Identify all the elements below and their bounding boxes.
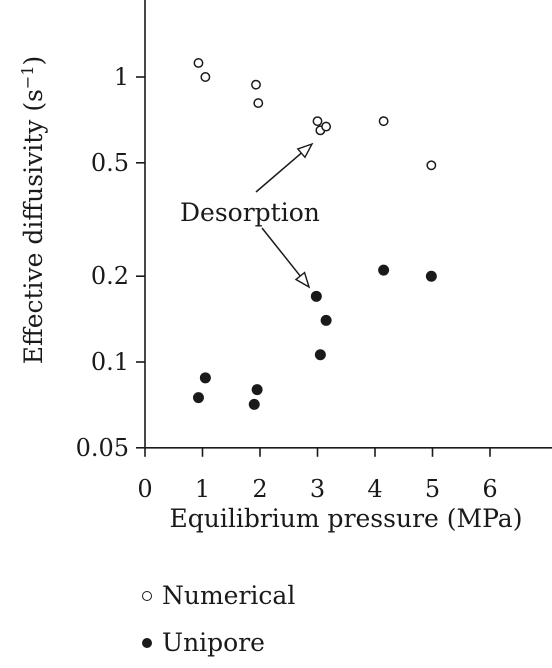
unipore-point xyxy=(314,349,326,361)
numerical-point xyxy=(378,116,389,127)
unipore-point xyxy=(425,270,437,282)
y-tick-label: 1 xyxy=(114,63,129,91)
unipore-point xyxy=(310,290,322,302)
y-axis-title-main: Effective diffusivity (s xyxy=(19,89,48,364)
x-tick-label: 5 xyxy=(425,475,440,503)
y-tick-label: 0.1 xyxy=(91,348,129,376)
x-tick-label: 0 xyxy=(137,475,152,503)
legend-label-numerical: Numerical xyxy=(162,581,296,610)
legend-label-unipore: Unipore xyxy=(162,628,265,657)
y-axis-title-sup: −1 xyxy=(18,65,37,89)
unipore-point xyxy=(320,314,332,326)
series-unipore xyxy=(192,264,437,410)
y-axis-title: Effective diffusivity (s−1) xyxy=(18,56,48,365)
numerical-point xyxy=(426,160,437,171)
y-tick-label: 0.05 xyxy=(76,434,129,462)
open-circle-icon xyxy=(142,590,152,601)
unipore-point xyxy=(251,384,263,396)
y-tick-label: 0.2 xyxy=(91,262,129,290)
desorption-annotation: Desorption xyxy=(180,198,320,227)
x-tick-label: 6 xyxy=(482,475,497,503)
filled-circle-icon xyxy=(142,637,152,648)
y-ticks: 0.05 0.1 0.2 0.5 1 xyxy=(76,63,145,462)
x-tick-label: 4 xyxy=(367,475,382,503)
x-axis-title: Equilibrium pressure (MPa) xyxy=(170,504,523,533)
unipore-point xyxy=(248,398,260,410)
numerical-point xyxy=(200,72,211,82)
legend-item-numerical: Numerical xyxy=(142,581,295,610)
y-tick-label: 0.5 xyxy=(91,149,129,177)
x-tick-label: 1 xyxy=(195,475,210,503)
x-ticks: 0 1 2 3 4 5 6 xyxy=(137,447,498,503)
x-tick-label: 3 xyxy=(310,475,325,503)
series-layer xyxy=(192,58,437,410)
numerical-point xyxy=(321,121,332,132)
unipore-point xyxy=(192,392,204,404)
y-axis-title-close: ) xyxy=(19,56,48,66)
series-numerical xyxy=(193,58,437,171)
numerical-point xyxy=(312,116,323,127)
numerical-point xyxy=(253,98,264,109)
annotation-layer: Desorption xyxy=(180,142,320,289)
legend-item-unipore: Unipore xyxy=(142,628,265,657)
axes xyxy=(144,0,552,449)
unipore-point xyxy=(199,372,211,384)
numerical-point xyxy=(193,58,204,68)
x-tick-label: 2 xyxy=(252,475,267,503)
desorption-arrow-down xyxy=(261,227,311,289)
desorption-arrow-up xyxy=(255,142,314,193)
numerical-point xyxy=(251,79,261,90)
unipore-point xyxy=(378,264,390,276)
